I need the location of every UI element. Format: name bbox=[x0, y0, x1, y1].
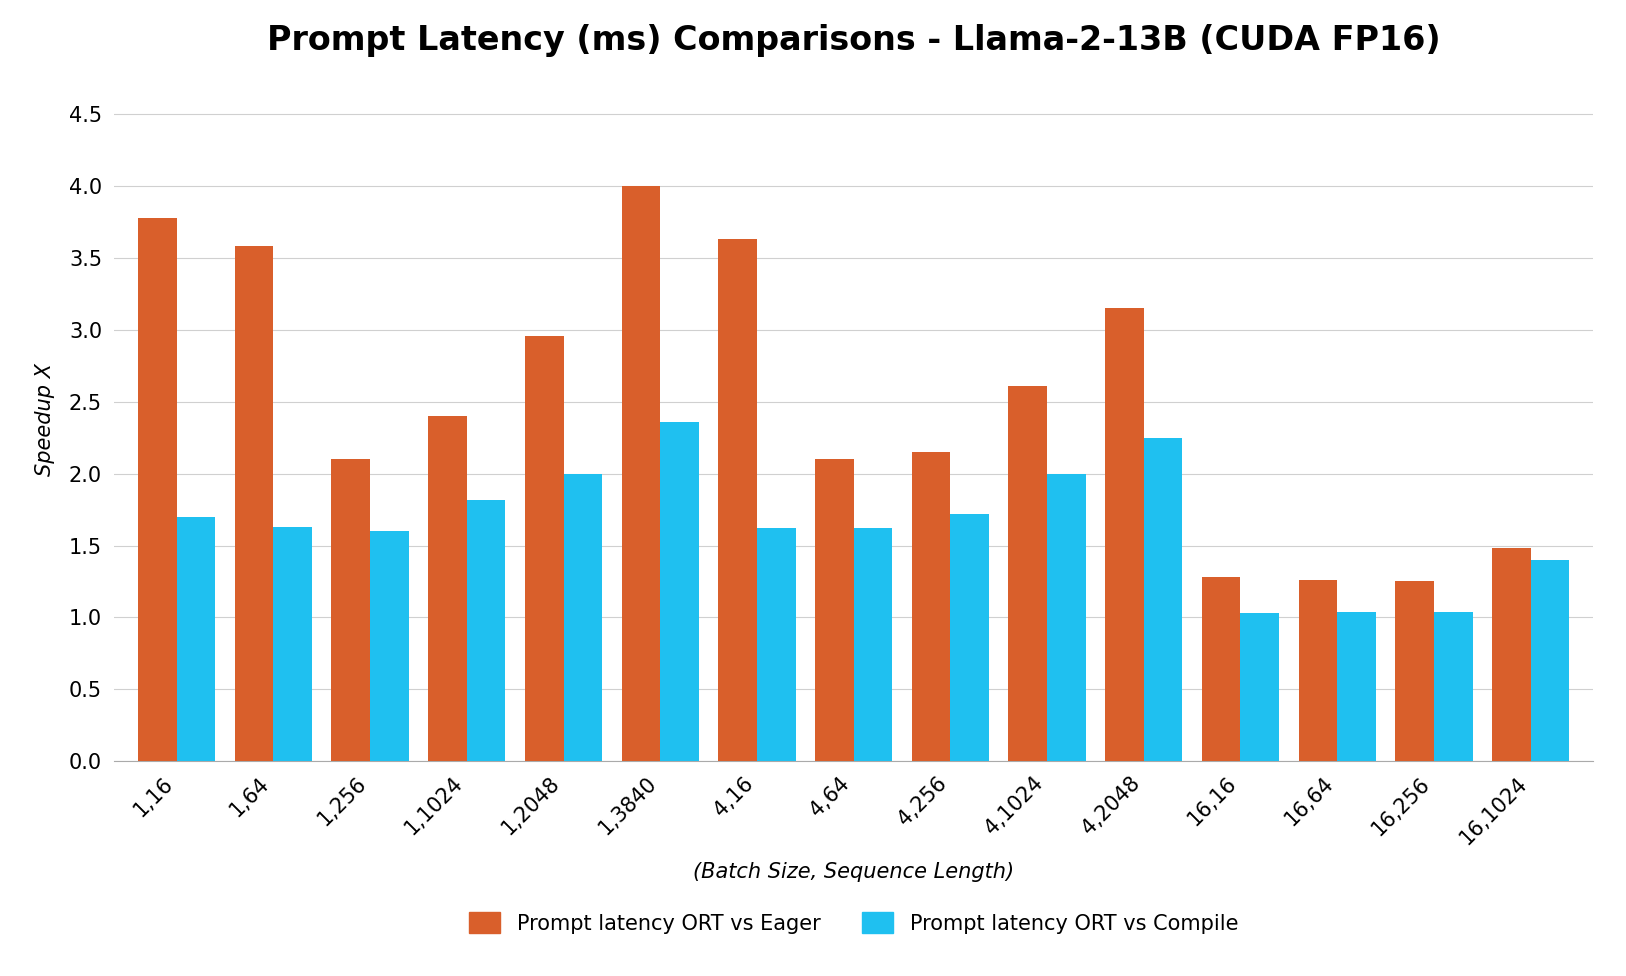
Bar bbox=[1299, 580, 1337, 761]
Bar bbox=[273, 527, 312, 761]
Bar bbox=[177, 516, 215, 761]
Bar bbox=[332, 460, 371, 761]
Bar bbox=[564, 473, 602, 761]
Bar bbox=[815, 460, 854, 761]
X-axis label: (Batch Size, Sequence Length): (Batch Size, Sequence Length) bbox=[693, 862, 1015, 882]
Bar bbox=[1106, 308, 1143, 761]
Bar bbox=[719, 239, 758, 761]
Bar bbox=[950, 514, 989, 761]
Bar bbox=[912, 452, 950, 761]
Bar bbox=[1202, 577, 1241, 761]
Title: Prompt Latency (ms) Comparisons - Llama-2-13B (CUDA FP16): Prompt Latency (ms) Comparisons - Llama-… bbox=[267, 24, 1441, 58]
Bar bbox=[1337, 612, 1376, 761]
Bar bbox=[758, 528, 795, 761]
Bar bbox=[1530, 560, 1569, 761]
Bar bbox=[1395, 582, 1434, 761]
Bar bbox=[525, 336, 564, 761]
Bar bbox=[1008, 386, 1047, 761]
Bar bbox=[621, 186, 660, 761]
Bar bbox=[467, 500, 506, 761]
Bar bbox=[371, 531, 408, 761]
Bar bbox=[660, 422, 699, 761]
Bar bbox=[1493, 549, 1530, 761]
Bar bbox=[1434, 612, 1473, 761]
Bar bbox=[234, 246, 273, 761]
Bar bbox=[138, 218, 177, 761]
Bar bbox=[428, 416, 467, 761]
Bar bbox=[854, 528, 893, 761]
Bar bbox=[1241, 613, 1280, 761]
Bar bbox=[1143, 437, 1182, 761]
Legend: Prompt latency ORT vs Eager, Prompt latency ORT vs Compile: Prompt latency ORT vs Eager, Prompt late… bbox=[460, 904, 1247, 942]
Y-axis label: Speedup X: Speedup X bbox=[36, 363, 55, 476]
Bar bbox=[1047, 473, 1086, 761]
